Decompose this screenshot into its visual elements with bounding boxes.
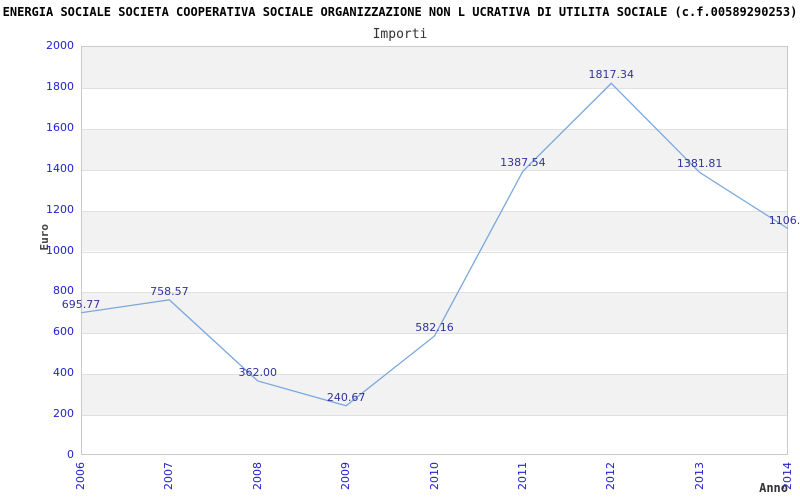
data-point-label: 695.77 [61, 297, 101, 311]
y-tick-label: 800 [53, 284, 74, 298]
y-tick-label: 600 [53, 325, 74, 339]
y-tick-label: 0 [67, 448, 74, 461]
data-point-label: 1817.34 [588, 68, 635, 82]
plot-band [82, 128, 787, 170]
grid-line [82, 415, 787, 417]
plot-band [82, 47, 787, 88]
y-tick-label: 1800 [46, 79, 74, 93]
y-tick-label: 1400 [46, 161, 74, 175]
x-tick-label: 2006 [74, 462, 87, 490]
chart-title: ENERGIA SOCIALE SOCIETA COOPERATIVA SOCI… [2, 5, 798, 19]
x-axis-title: Anno [759, 481, 788, 495]
plot-band [82, 210, 787, 252]
line-series [80, 82, 789, 407]
data-point-label: 240.67 [326, 390, 366, 404]
y-tick-label: 1000 [46, 243, 74, 257]
y-tick-label: 200 [53, 407, 74, 421]
plot-area [81, 46, 788, 455]
x-tick-label: 2007 [162, 462, 176, 490]
grid-line [82, 128, 787, 130]
plot-band [82, 374, 787, 416]
grid-line [82, 87, 787, 89]
grid-line [82, 333, 787, 335]
grid-line [82, 210, 787, 212]
plot-band [82, 292, 787, 334]
y-tick-label: 1600 [46, 120, 74, 134]
y-tick-label: 400 [53, 366, 74, 380]
x-tick-label: 2013 [692, 462, 706, 490]
series-polyline [80, 82, 789, 407]
data-point-label: 362.00 [238, 365, 278, 379]
data-point-label: 1381.81 [676, 157, 723, 171]
chart-subtitle: Importi [372, 27, 428, 42]
y-tick-label: 2000 [46, 39, 74, 52]
data-point-label: 582.16 [415, 320, 454, 334]
data-point-label: 1387.54 [500, 156, 546, 170]
data-point-label: 758.57 [150, 284, 189, 298]
grid-line [82, 169, 787, 171]
grid-line [82, 374, 787, 376]
grid-line [82, 251, 787, 253]
grid-line [82, 292, 787, 294]
data-point-label: 1106.9 [768, 213, 800, 227]
x-tick-label: 2012 [604, 462, 618, 490]
x-tick-label: 2010 [427, 462, 441, 490]
x-tick-label: 2009 [339, 462, 353, 490]
x-tick-label: 2011 [515, 462, 529, 490]
x-tick-label: 2008 [250, 462, 264, 490]
y-tick-label: 1200 [46, 202, 74, 216]
